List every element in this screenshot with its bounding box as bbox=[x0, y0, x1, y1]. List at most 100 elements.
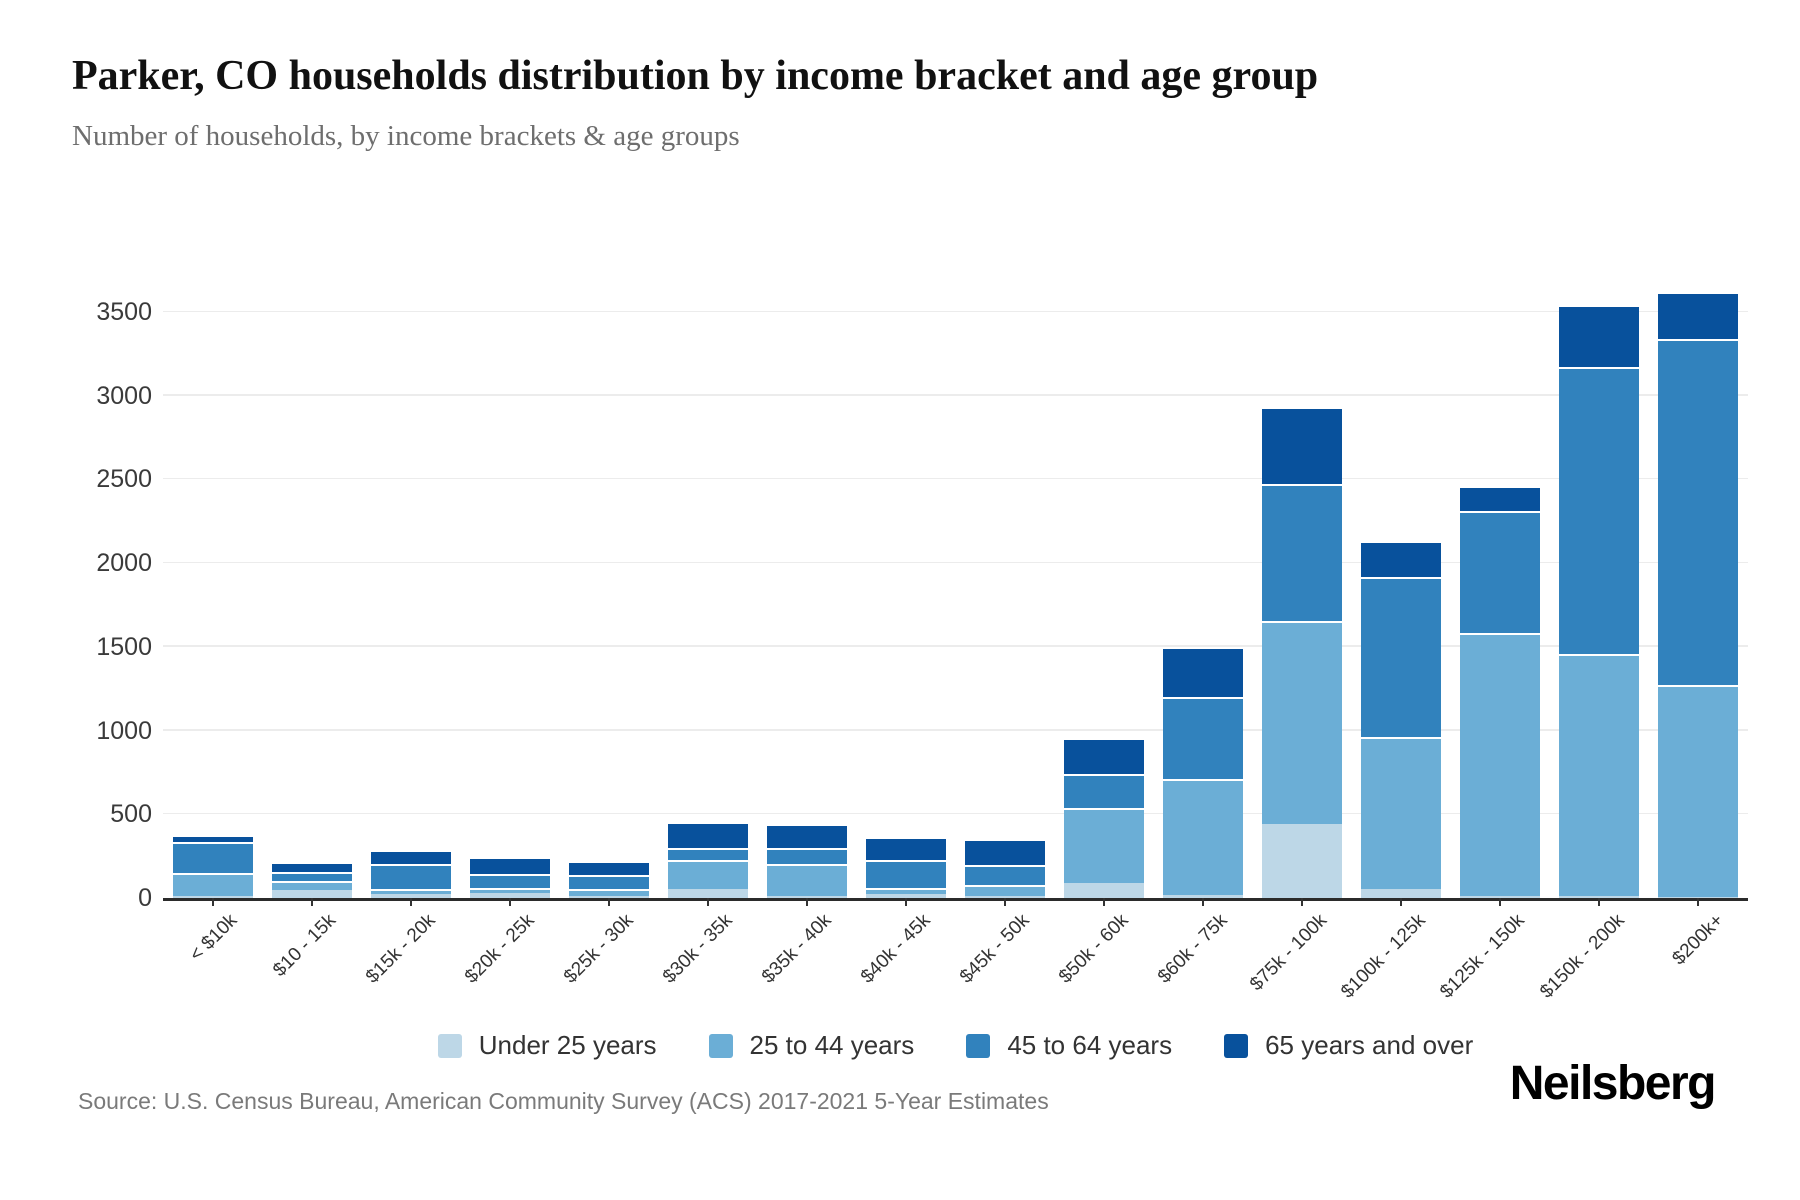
bar-segment[interactable] bbox=[766, 895, 847, 898]
bar-segment[interactable] bbox=[370, 863, 451, 889]
stacked-bar[interactable] bbox=[965, 838, 1046, 898]
bar-segment[interactable] bbox=[568, 874, 649, 889]
bar-segment[interactable] bbox=[1064, 882, 1145, 898]
bar-segment[interactable] bbox=[667, 860, 748, 889]
legend-label: Under 25 years bbox=[478, 1030, 657, 1060]
bar-segment[interactable] bbox=[1064, 774, 1145, 809]
bar-segment[interactable] bbox=[1658, 338, 1739, 686]
stacked-bar[interactable] bbox=[766, 824, 847, 898]
axis-tick bbox=[1598, 898, 1601, 906]
bar-segment[interactable] bbox=[1064, 738, 1145, 775]
bar-segment[interactable] bbox=[865, 859, 946, 888]
bar-segment[interactable] bbox=[271, 881, 352, 890]
stacked-bar[interactable] bbox=[1658, 291, 1739, 898]
bar-segment[interactable] bbox=[568, 888, 649, 897]
bar-segment[interactable] bbox=[172, 841, 253, 873]
bar-segment[interactable] bbox=[1163, 697, 1244, 780]
bar-segment[interactable] bbox=[469, 873, 550, 888]
gridline bbox=[163, 310, 1748, 312]
legend-swatch-icon bbox=[1224, 1033, 1249, 1058]
bar-segment[interactable] bbox=[1559, 653, 1640, 897]
bar-segment[interactable] bbox=[766, 863, 847, 896]
bar-segment[interactable] bbox=[1559, 896, 1640, 898]
bar-segment[interactable] bbox=[370, 888, 451, 894]
bar-segment[interactable] bbox=[1658, 291, 1739, 339]
brand-logo: Neilsberg bbox=[1509, 1057, 1717, 1110]
stacked-bar[interactable] bbox=[172, 835, 253, 898]
bar-segment[interactable] bbox=[766, 847, 847, 864]
stacked-bar[interactable] bbox=[568, 861, 649, 898]
bar-segment[interactable] bbox=[1163, 646, 1244, 698]
axis-tick bbox=[1499, 898, 1502, 906]
legend-item[interactable]: 25 to 44 years bbox=[708, 1030, 914, 1061]
bar-segment[interactable] bbox=[1658, 685, 1739, 898]
bar-segment[interactable] bbox=[1361, 577, 1442, 738]
bar-segment[interactable] bbox=[1262, 620, 1343, 824]
stacked-bar[interactable] bbox=[271, 862, 352, 898]
bar-segment[interactable] bbox=[667, 847, 748, 861]
bar-segment[interactable] bbox=[1460, 486, 1541, 512]
stacked-bar[interactable] bbox=[1262, 406, 1343, 898]
legend-item[interactable]: Under 25 years bbox=[437, 1030, 657, 1061]
bar-slot bbox=[559, 250, 658, 898]
bar-segment[interactable] bbox=[172, 872, 253, 897]
legend-label: 65 years and over bbox=[1265, 1030, 1474, 1060]
bar-segment[interactable] bbox=[469, 892, 550, 898]
bar-segment[interactable] bbox=[1262, 406, 1343, 485]
bar-segment[interactable] bbox=[271, 872, 352, 882]
bar-segment[interactable] bbox=[1460, 633, 1541, 897]
bar-segment[interactable] bbox=[271, 889, 352, 898]
bar-segment[interactable] bbox=[965, 838, 1046, 866]
bar-segment[interactable] bbox=[1262, 484, 1343, 621]
legend-item[interactable]: 45 to 64 years bbox=[966, 1030, 1172, 1061]
bar-segment[interactable] bbox=[1361, 540, 1442, 578]
stacked-bar[interactable] bbox=[370, 850, 451, 898]
y-axis-tick-label: 1500 bbox=[96, 632, 152, 661]
bar-segment[interactable] bbox=[370, 893, 451, 898]
stacked-bar[interactable] bbox=[865, 836, 946, 898]
stacked-bar[interactable] bbox=[1064, 738, 1145, 898]
stacked-bar[interactable] bbox=[1163, 646, 1244, 898]
bar-segment[interactable] bbox=[1460, 896, 1541, 898]
bar-segment[interactable] bbox=[1064, 808, 1145, 883]
bar-segment[interactable] bbox=[667, 821, 748, 848]
bar-segment[interactable] bbox=[965, 896, 1046, 898]
bar-segment[interactable] bbox=[1658, 897, 1739, 898]
legend-item[interactable]: 65 years and over bbox=[1224, 1030, 1473, 1061]
stacked-bar[interactable] bbox=[469, 857, 550, 898]
bar-slot bbox=[361, 250, 460, 898]
bar-segment[interactable] bbox=[1559, 367, 1640, 654]
bar-segment[interactable] bbox=[370, 850, 451, 864]
bar-segment[interactable] bbox=[469, 857, 550, 874]
bar-segment[interactable] bbox=[172, 896, 253, 898]
bar-segment[interactable] bbox=[1460, 511, 1541, 634]
bar-segment[interactable] bbox=[271, 862, 352, 873]
legend-swatch-icon bbox=[966, 1033, 991, 1058]
bar-segment[interactable] bbox=[766, 824, 847, 848]
bar-segment[interactable] bbox=[1559, 305, 1640, 368]
bar-slot bbox=[163, 250, 262, 898]
bar-segment[interactable] bbox=[865, 893, 946, 898]
bar-segment[interactable] bbox=[1361, 888, 1442, 898]
stacked-bar[interactable] bbox=[1460, 486, 1541, 898]
bar-segment[interactable] bbox=[1361, 737, 1442, 889]
bar-segment[interactable] bbox=[1262, 823, 1343, 898]
bar-segment[interactable] bbox=[469, 887, 550, 893]
bar-segment[interactable] bbox=[865, 836, 946, 860]
axis-tick bbox=[211, 898, 214, 906]
bar-segment[interactable] bbox=[965, 885, 1046, 897]
bar-segment[interactable] bbox=[965, 865, 1046, 886]
bar-segment[interactable] bbox=[1163, 779, 1244, 895]
bar-segment[interactable] bbox=[568, 861, 649, 875]
stacked-bar[interactable] bbox=[667, 821, 748, 898]
y-axis-tick-label: 3000 bbox=[96, 381, 152, 410]
stacked-bar[interactable] bbox=[1361, 540, 1442, 898]
x-axis-tick-label: $10 - 15k bbox=[269, 910, 341, 981]
bar-segment[interactable] bbox=[865, 887, 946, 894]
bar-segment[interactable] bbox=[568, 896, 649, 898]
stacked-bar[interactable] bbox=[1559, 305, 1640, 898]
bar-segment[interactable] bbox=[1163, 894, 1244, 898]
bar-segment[interactable] bbox=[172, 835, 253, 842]
bar-segment[interactable] bbox=[667, 888, 748, 898]
